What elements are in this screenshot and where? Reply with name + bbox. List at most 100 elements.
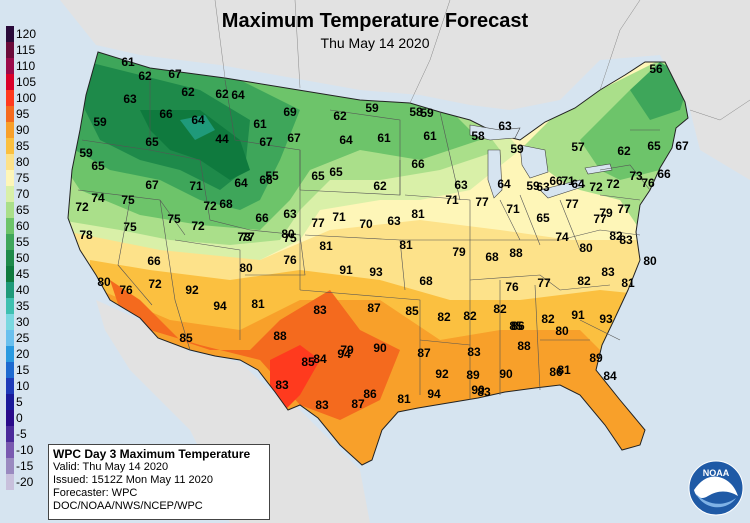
temperature-value: 80 [579,241,593,255]
legend-row: -15 [2,458,44,474]
temperature-value: 85 [179,331,193,345]
temperature-value: 72 [589,180,603,194]
temperature-value: 81 [621,276,635,290]
temperature-value: 76 [119,283,133,297]
legend-label: -20 [16,475,34,489]
temperature-legend: 120 115 110 105 100 95 90 85 80 75 70 65 60 55 50 45 40 3… [2,26,44,490]
legend-swatch [6,250,14,266]
legend-label: 0 [16,411,23,425]
temperature-value: 64 [231,88,245,102]
info-box: WPC Day 3 Maximum Temperature Valid: Thu… [48,444,270,520]
info-title: WPC Day 3 Maximum Temperature [53,447,251,461]
temperature-value: 80 [97,275,111,289]
legend-swatch [6,26,14,42]
legend-swatch [6,330,14,346]
temperature-value: 90 [471,383,485,397]
legend-label: 100 [16,91,37,105]
temperature-value: 82 [437,310,451,324]
temperature-value: 82 [541,312,555,326]
info-valid: Valid: Thu May 14 2020 [53,461,169,473]
lake-michigan [487,149,503,199]
temperature-value: 69 [283,105,297,119]
temperature-value: 75 [167,212,181,226]
temperature-value: 77 [537,276,551,290]
temperature-value: 62 [333,109,347,123]
legend-label: 95 [16,107,30,121]
temperature-value: 67 [675,139,689,153]
legend-swatch [6,474,14,490]
temperature-value: 73 [237,230,251,244]
temperature-value: 75 [283,231,297,245]
legend-row: 40 [2,282,44,298]
legend-swatch [6,202,14,218]
canada-landmass [0,0,750,180]
temperature-value: 59 [526,179,540,193]
temperature-value: 70 [359,217,373,231]
temperature-value: 89 [466,368,480,382]
temperature-value: 92 [435,367,449,381]
legend-swatch [6,394,14,410]
legend-row: 115 [2,42,44,58]
temperature-value: 76 [641,176,655,190]
temperature-value: 80 [239,261,253,275]
legend-swatch [6,442,14,458]
legend-swatch [6,74,14,90]
temperature-value: 75 [121,193,135,207]
temperature-value: 65 [91,159,105,173]
temperature-value: 64 [234,176,248,190]
temperature-value: 59 [79,146,93,160]
legend-row: 50 [2,250,44,266]
temperature-value: 74 [91,191,105,205]
legend-label: 45 [16,267,30,281]
temperature-value: 84 [603,369,617,383]
temperature-value: 66 [411,157,425,171]
temperature-value: 67 [145,178,159,192]
temperature-value: 75 [123,220,137,234]
temperature-value: 58 [409,105,423,119]
legend-row: 120 [2,26,44,42]
legend-row: 85 [2,138,44,154]
legend-label: 80 [16,155,30,169]
legend-swatch [6,314,14,330]
legend-row: 75 [2,170,44,186]
temperature-value: 44 [215,132,229,146]
temperature-value: 68 [485,250,499,264]
temperature-value: 61 [423,129,437,143]
temperature-value: 78 [79,228,93,242]
temperature-value: 65 [647,139,661,153]
legend-label: 115 [16,43,36,57]
temperature-value: 66 [657,167,671,181]
legend-swatch [6,346,14,362]
temperature-value: 80 [281,227,295,241]
temperature-value: 61 [253,117,267,131]
legend-swatch [6,218,14,234]
temperature-value: 64 [339,133,353,147]
temperature-value: 79 [340,343,354,357]
temperature-value: 72 [75,200,89,214]
legend-swatch [6,106,14,122]
temperature-value: 82 [493,302,507,316]
noaa-logo-text: NOAA [703,468,730,478]
legend-swatch [6,362,14,378]
temperature-value: 63 [387,214,401,228]
temperature-value: 85 [301,355,315,369]
temperature-value: 71 [561,174,575,188]
lake-superior [469,124,521,141]
legend-label: 15 [16,363,30,377]
temperature-value: 62 [215,87,229,101]
temperature-value: 94 [427,387,441,401]
temperature-value: 65 [145,135,159,149]
temperature-value: 63 [123,92,137,106]
temperature-value: 65 [536,211,550,225]
temperature-value: 61 [377,131,391,145]
legend-swatch [6,138,14,154]
us-outline [67,51,689,466]
temperature-value: 83 [313,303,327,317]
noaa-logo[interactable]: NOAA [688,460,744,516]
temperature-value: 84 [313,352,327,366]
legend-swatch [6,378,14,394]
legend-row: 20 [2,346,44,362]
legend-row: 80 [2,154,44,170]
